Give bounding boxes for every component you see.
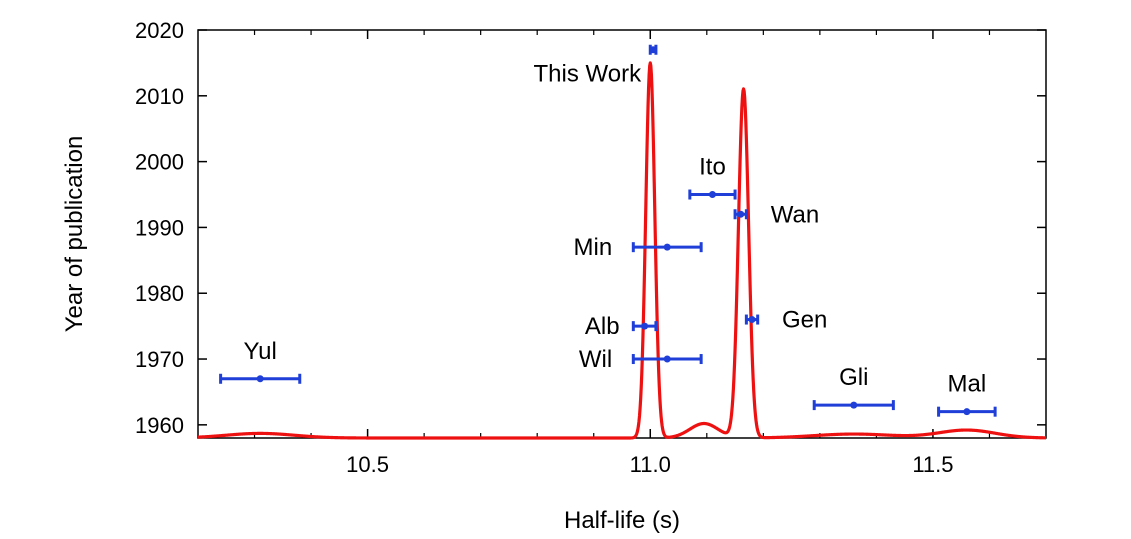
point-label: This Work bbox=[534, 61, 643, 88]
x-tick-label: 10.5 bbox=[346, 452, 389, 477]
point-label: Yul bbox=[243, 338, 276, 365]
probability-curve bbox=[196, 61, 1048, 440]
data-point bbox=[963, 408, 971, 416]
y-tick-label: 1980 bbox=[135, 281, 184, 306]
y-tick-label: 2000 bbox=[135, 150, 184, 175]
y-tick-label: 1960 bbox=[135, 413, 184, 438]
data-point bbox=[850, 401, 858, 409]
y-tick-label: 1990 bbox=[135, 215, 184, 240]
point-label: Min bbox=[574, 234, 613, 261]
y-tick-label: 2020 bbox=[135, 18, 184, 43]
point-label: Gen bbox=[782, 307, 827, 334]
data-point bbox=[663, 243, 671, 251]
point-label: Alb bbox=[585, 313, 620, 340]
data-point bbox=[708, 191, 716, 199]
data-point bbox=[663, 355, 671, 363]
plot-area: 1960 1970 1980 1990 2000 2010 2020 10.5 11.0 11.5… bbox=[135, 18, 1048, 477]
point-label: Gli bbox=[839, 364, 868, 391]
data-point bbox=[641, 322, 649, 330]
point-label: Mal bbox=[948, 371, 987, 398]
point-label: Ito bbox=[699, 154, 726, 181]
axes-frame bbox=[197, 29, 1047, 439]
y-tick-label: 1970 bbox=[135, 347, 184, 372]
data-point bbox=[737, 210, 745, 218]
y-axis-label: Year of publication bbox=[61, 136, 88, 333]
point-label: Wan bbox=[771, 201, 819, 228]
x-axis-label: Half-life (s) bbox=[564, 507, 680, 534]
point-label: Wil bbox=[579, 346, 612, 373]
data-point bbox=[748, 316, 756, 324]
y-tick-label: 2010 bbox=[135, 84, 184, 109]
data-point bbox=[256, 375, 264, 383]
x-tick-label: 11.0 bbox=[630, 452, 671, 477]
data-point bbox=[649, 46, 657, 54]
x-tick-label: 11.5 bbox=[912, 452, 953, 477]
